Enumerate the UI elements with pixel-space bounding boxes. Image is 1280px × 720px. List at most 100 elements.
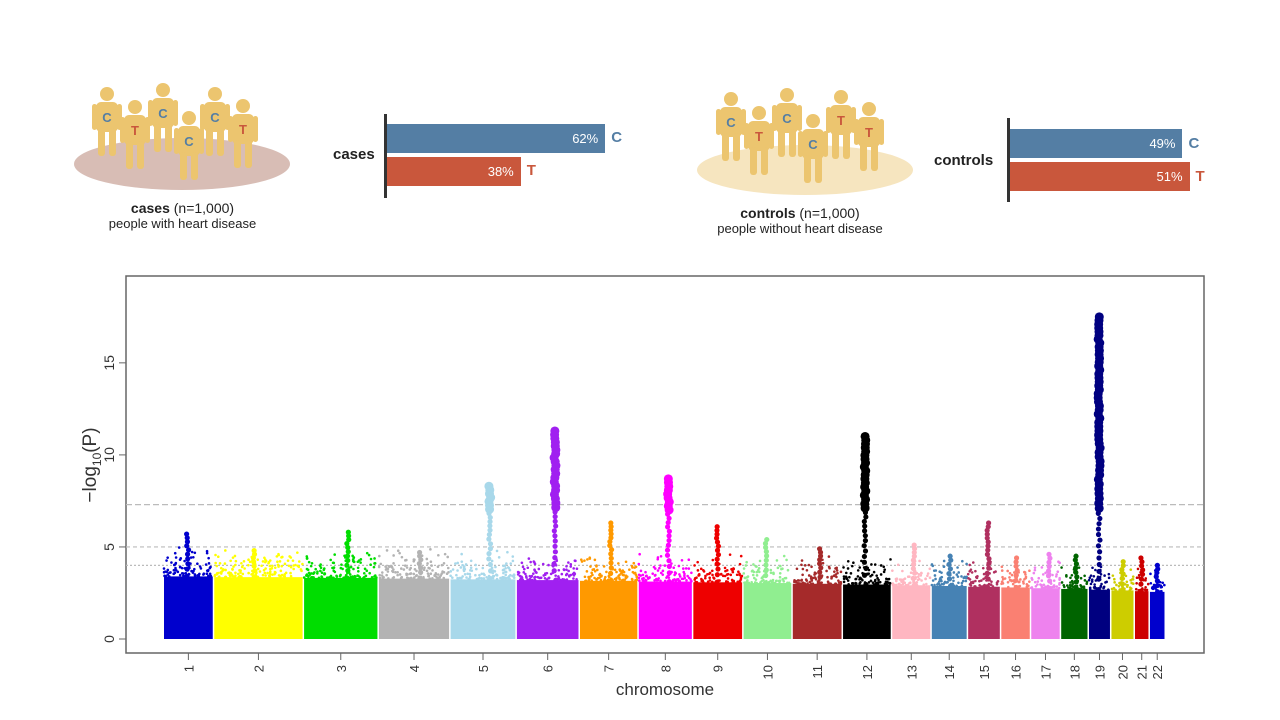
snp-point xyxy=(1137,573,1141,577)
x-tick-label: 12 xyxy=(860,665,875,679)
snp-point xyxy=(887,581,891,585)
snp-point xyxy=(909,571,913,575)
snp-peak-point xyxy=(948,557,954,563)
snp-point xyxy=(1006,581,1010,584)
snp-peak-point xyxy=(714,539,721,545)
snp-peak-point xyxy=(715,566,721,572)
snp-point xyxy=(1029,586,1033,590)
snp-point xyxy=(827,581,830,585)
snp-point xyxy=(711,558,715,562)
snp-point xyxy=(1070,573,1074,577)
x-tick-label: 19 xyxy=(1092,665,1107,679)
snp-point xyxy=(507,566,511,570)
x-tick-label: 2 xyxy=(251,665,266,672)
cases-bar-axis xyxy=(384,114,387,198)
snp-point xyxy=(502,568,506,572)
snp-point xyxy=(834,573,838,576)
snp-point xyxy=(730,578,734,582)
snp-point xyxy=(631,570,635,574)
snp-peak-point xyxy=(487,546,494,552)
snp-point xyxy=(1065,584,1069,587)
snp-point xyxy=(803,564,807,567)
chromosome-17-points xyxy=(1029,551,1061,639)
snp-peak-point xyxy=(986,556,992,562)
snp-peak-point xyxy=(714,572,720,578)
snp-point xyxy=(562,578,566,581)
snp-point xyxy=(233,575,237,579)
snp-point xyxy=(219,571,223,574)
allele-letter: T xyxy=(865,125,873,140)
snp-peak-point xyxy=(912,570,918,576)
snp-point xyxy=(752,563,755,566)
snp-point xyxy=(994,570,997,573)
snp-point xyxy=(587,576,591,579)
snp-point xyxy=(973,585,976,588)
snp-point xyxy=(283,574,286,578)
snp-point xyxy=(839,580,843,584)
snp-point xyxy=(504,577,507,581)
snp-point xyxy=(1088,588,1092,591)
snp-peak-point xyxy=(1073,579,1079,585)
snp-point xyxy=(260,564,263,568)
snp-point xyxy=(509,573,512,577)
snp-point xyxy=(574,559,577,563)
x-tick-label: 5 xyxy=(476,665,491,672)
snp-point xyxy=(224,575,227,579)
snp-point xyxy=(560,572,564,576)
snp-peak-point xyxy=(1119,567,1125,573)
snp-dense-band xyxy=(1001,587,1030,639)
snp-peak-point xyxy=(1073,569,1079,575)
snp-point xyxy=(683,572,686,576)
snp-peak-point xyxy=(763,553,770,559)
snp-peak-point xyxy=(345,549,351,555)
snp-peak-point xyxy=(345,557,351,564)
snp-point xyxy=(163,570,167,573)
snp-point xyxy=(335,574,338,578)
snp-point xyxy=(721,574,725,578)
snp-point xyxy=(512,576,516,580)
snp-point xyxy=(572,571,576,575)
snp-point xyxy=(485,576,488,579)
snp-point xyxy=(231,568,234,571)
snp-point xyxy=(228,571,231,574)
snp-dense-band xyxy=(1089,589,1110,639)
snp-point xyxy=(600,574,603,577)
snp-point xyxy=(428,577,432,580)
snp-point xyxy=(328,576,332,579)
snp-point xyxy=(178,565,182,569)
snp-point xyxy=(331,561,335,565)
snp-peak-point xyxy=(551,568,557,574)
chromosome-19-points xyxy=(1087,312,1111,639)
snp-point xyxy=(190,569,193,573)
snp-point xyxy=(368,571,371,575)
snp-point xyxy=(803,582,807,585)
snp-point xyxy=(971,581,975,585)
snp-point xyxy=(628,568,631,571)
snp-peak-point xyxy=(553,577,559,583)
snp-point xyxy=(599,578,603,582)
snp-dense-band xyxy=(743,583,792,639)
snp-dense-band xyxy=(693,582,743,639)
snp-peak-point xyxy=(946,561,952,568)
snp-point xyxy=(529,575,533,579)
snp-point xyxy=(598,576,601,579)
snp-point xyxy=(505,562,508,565)
snp-peak-point xyxy=(714,579,720,585)
snp-point xyxy=(800,578,804,582)
snp-point xyxy=(267,561,270,565)
snp-point xyxy=(380,574,384,577)
snp-point xyxy=(1042,583,1046,587)
x-tick-label: 1 xyxy=(181,665,196,672)
snp-point xyxy=(533,578,537,582)
snp-point xyxy=(305,567,309,571)
snp-point xyxy=(396,549,400,553)
snp-point xyxy=(398,573,402,576)
snp-point xyxy=(369,563,372,567)
snp-dense-band xyxy=(1111,590,1134,639)
snp-peak-point xyxy=(551,528,557,534)
snp-point xyxy=(942,559,946,563)
snp-point xyxy=(850,564,854,568)
snp-point xyxy=(516,573,520,576)
snp-point xyxy=(719,573,723,576)
snp-point xyxy=(207,574,210,578)
